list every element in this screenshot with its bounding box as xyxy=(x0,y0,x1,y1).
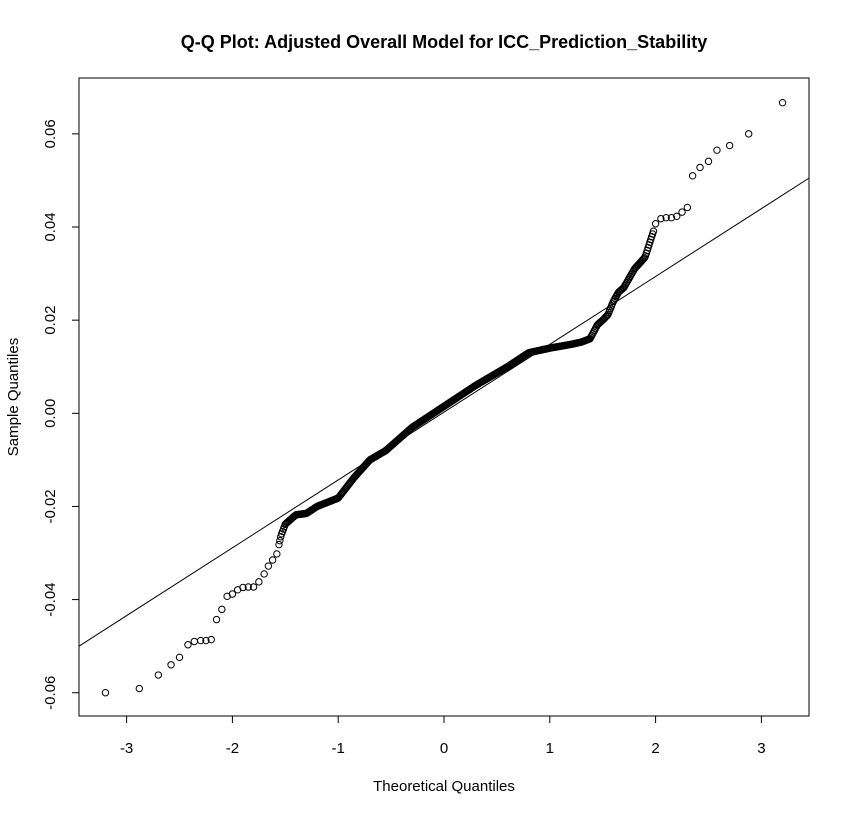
qq-point-37 xyxy=(275,540,283,549)
x-tick-label-3: 0 xyxy=(440,740,448,757)
x-tick-label-6: 3 xyxy=(757,740,765,757)
qq-point-32 xyxy=(704,157,713,166)
qq-point-15 xyxy=(239,583,247,592)
qq-point-27 xyxy=(673,212,681,221)
qq-point-22 xyxy=(273,550,281,558)
x-axis-title: Theoretical Quantiles xyxy=(373,778,515,795)
qq-point-0 xyxy=(101,689,110,697)
qq-point-11 xyxy=(218,605,226,614)
y-tick-label-2: -0.02 xyxy=(42,489,59,523)
qq-point-29 xyxy=(683,203,692,212)
x-axis: -3 -2 -1 0 1 2 3 xyxy=(120,716,766,757)
qq-point-8 xyxy=(202,636,210,645)
qq-point-456 xyxy=(649,227,658,235)
qq-point-28 xyxy=(678,208,686,216)
qq-point-21 xyxy=(268,556,277,564)
qq-point-39 xyxy=(277,533,285,541)
x-tick-label-4: 1 xyxy=(546,740,554,757)
qq-point-5 xyxy=(184,641,192,649)
y-axis-title: Sample Quantiles xyxy=(5,338,22,456)
qq-point-18 xyxy=(255,578,263,586)
qq-point-17 xyxy=(249,583,258,591)
qq-point-24 xyxy=(657,214,665,223)
qq-point-33 xyxy=(713,146,721,154)
qq-point-16 xyxy=(244,583,252,591)
chart-title: Q-Q Plot: Adjusted Overall Model for ICC… xyxy=(181,32,707,52)
qq-point-13 xyxy=(228,590,237,598)
qq-point-7 xyxy=(196,636,205,645)
plot-layer xyxy=(78,98,810,697)
y-tick-label-4: 0.02 xyxy=(42,306,59,335)
qq-point-30 xyxy=(688,172,697,180)
qq-point-34 xyxy=(725,141,734,150)
y-tick-label-0: -0.06 xyxy=(42,676,59,710)
y-tick-label-5: 0.04 xyxy=(42,212,59,241)
qq-point-26 xyxy=(667,214,676,222)
qq-point-10 xyxy=(212,615,221,624)
qq-point-4 xyxy=(175,653,184,662)
y-axis: -0.06 -0.04 -0.02 0.00 0.02 0.04 0.06 xyxy=(42,119,79,710)
x-tick-label-0: -3 xyxy=(120,740,133,757)
qq-point-23 xyxy=(651,220,660,228)
qq-point-35 xyxy=(745,130,753,138)
qq-point-31 xyxy=(696,163,704,172)
qq-point-38 xyxy=(276,536,284,545)
qq-point-1 xyxy=(135,684,144,693)
y-tick-label-6: 0.06 xyxy=(42,119,59,148)
qq-point-19 xyxy=(260,570,268,578)
qq-point-20 xyxy=(264,562,273,570)
x-tick-label-5: 2 xyxy=(651,740,659,757)
qq-point-9 xyxy=(207,635,215,644)
x-tick-label-2: -1 xyxy=(332,740,345,757)
qq-point-36 xyxy=(778,98,787,107)
reference-line xyxy=(78,177,810,647)
qq-point-3 xyxy=(167,661,175,669)
qq-point-25 xyxy=(662,214,670,222)
qq-point-2 xyxy=(154,671,163,679)
x-tick-label-1: -2 xyxy=(226,740,239,757)
y-tick-label-1: -0.04 xyxy=(42,582,59,616)
y-tick-label-3: 0.00 xyxy=(42,399,59,428)
